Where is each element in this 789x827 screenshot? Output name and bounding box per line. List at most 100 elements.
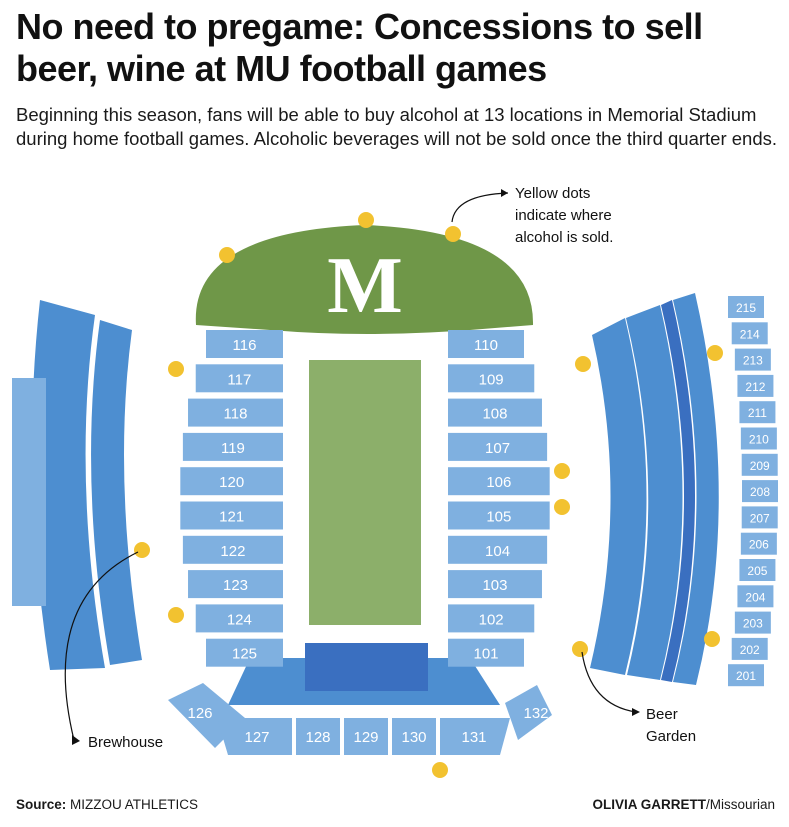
section-label: 103 (482, 577, 507, 594)
alcohol-location-dot (219, 247, 235, 263)
alcohol-location-dot (358, 212, 374, 228)
section-label: 213 (743, 354, 763, 368)
credit-name: OLIVIA GARRETT (592, 797, 706, 812)
east-stand-mid (626, 305, 683, 680)
section-130 (392, 718, 436, 755)
section-132 (505, 685, 552, 740)
section-label: 102 (479, 611, 504, 628)
section-label: 118 (224, 406, 248, 423)
alcohol-dots (134, 212, 723, 778)
section-label: 127 (244, 729, 269, 746)
section-label: 120 (219, 474, 244, 491)
brewhouse-label: Brewhouse (88, 734, 163, 751)
south-stand-block (305, 643, 428, 691)
alcohol-location-dot (445, 226, 461, 242)
section-210 (740, 427, 777, 450)
south-sections: 126 127 128 129 130 131 132 (168, 683, 552, 755)
source-label: Source: (16, 797, 67, 812)
section-207 (741, 506, 778, 529)
playing-field (309, 360, 421, 625)
section-129 (344, 718, 388, 755)
section-label: 209 (750, 459, 770, 473)
section-label: 108 (482, 406, 507, 423)
section-203 (734, 611, 771, 634)
section-label: 202 (740, 643, 760, 657)
section-label: 128 (305, 729, 330, 746)
section-label: 207 (750, 511, 770, 525)
section-120 (180, 467, 283, 496)
source-line: Source: MIZZOU ATHLETICS (16, 797, 198, 812)
east-stand-dark (661, 300, 695, 682)
section-label: 109 (479, 371, 504, 388)
section-label: 126 (187, 705, 212, 722)
section-209 (741, 453, 778, 476)
alcohol-location-dot (134, 542, 150, 558)
source-name: MIZZOU ATHLETICS (70, 797, 199, 812)
section-124 (195, 604, 283, 633)
section-103 (448, 570, 542, 599)
section-label: 123 (223, 577, 248, 594)
section-label: 131 (461, 729, 486, 746)
section-label: 203 (743, 617, 763, 631)
section-106 (448, 467, 550, 496)
beer-garden-label: Beer Garden (646, 706, 696, 745)
section-label: 201 (736, 669, 756, 683)
alcohol-location-dot (168, 607, 184, 623)
section-label: 110 (474, 337, 498, 354)
brewhouse-arrowhead (72, 735, 80, 745)
section-214 (731, 322, 768, 345)
section-131 (440, 718, 510, 755)
section-label: 211 (748, 406, 767, 420)
section-128 (296, 718, 340, 755)
section-102 (448, 604, 535, 633)
section-101 (448, 638, 524, 667)
section-215 (728, 296, 764, 318)
west-stand-wall (12, 378, 46, 606)
intro-text: Beginning this season, fans will be able… (16, 104, 778, 149)
beer-garden-arrow (581, 651, 637, 713)
section-label: 210 (749, 433, 769, 447)
section-213 (734, 348, 771, 371)
section-104 (448, 535, 548, 564)
alcohol-location-dot (432, 762, 448, 778)
north-berm (195, 225, 534, 334)
section-label: 206 (749, 538, 769, 552)
section-212 (737, 374, 774, 397)
legend-arrowhead (501, 189, 508, 197)
section-204 (737, 585, 774, 608)
section-label: 119 (221, 440, 245, 457)
east-stand-outer (590, 318, 647, 675)
section-121 (180, 501, 283, 530)
section-label: 116 (233, 337, 257, 354)
west-stand-back (32, 300, 105, 670)
section-107 (448, 432, 548, 461)
section-125 (206, 638, 283, 667)
section-label: 130 (401, 729, 426, 746)
section-109 (448, 364, 535, 393)
alcohol-location-dot (707, 345, 723, 361)
section-label: 124 (227, 611, 252, 628)
alcohol-location-dot (704, 631, 720, 647)
section-201 (728, 664, 764, 687)
legend-arrow (451, 192, 509, 223)
section-label: 106 (486, 474, 511, 491)
section-label: 117 (227, 371, 251, 388)
legend-note: Yellow dots indicate where alcohol is so… (515, 185, 616, 246)
section-123 (188, 570, 283, 599)
upper-east-sections: 215 214 213 212 211 210 209 208 207 206 205 204 203 2… (728, 296, 778, 687)
section-label: 125 (232, 646, 257, 663)
headline: No need to pregame: Concessions to sell … (16, 6, 703, 89)
section-label: 107 (485, 440, 510, 457)
section-122 (182, 535, 283, 564)
section-label: 132 (523, 705, 548, 722)
section-label: 105 (486, 509, 511, 526)
east-stand-inner (673, 293, 719, 685)
section-label: 212 (745, 380, 765, 394)
alcohol-location-dot (572, 641, 588, 657)
section-118 (188, 398, 283, 427)
section-105 (448, 501, 550, 530)
section-label: 101 (473, 646, 498, 663)
section-116 (206, 330, 283, 358)
section-label: 204 (745, 590, 765, 604)
